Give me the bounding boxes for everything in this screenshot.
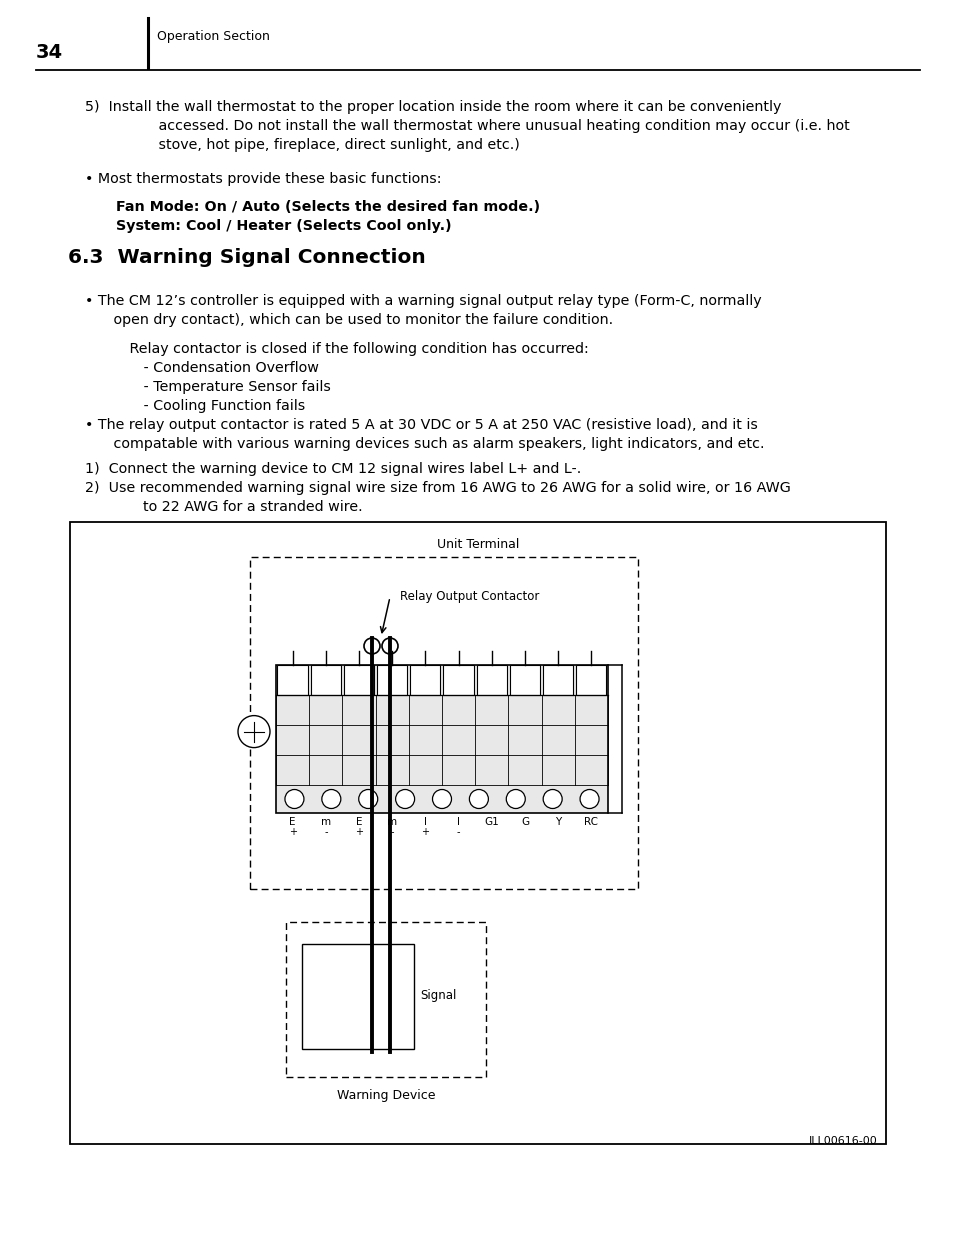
Text: • The relay output contactor is rated 5 A at 30 VDC or 5 A at 250 VAC (resistive: • The relay output contactor is rated 5 … — [85, 417, 757, 432]
Circle shape — [237, 715, 270, 747]
Text: +: + — [421, 827, 429, 837]
Text: +: + — [289, 827, 296, 837]
Text: 34: 34 — [36, 43, 63, 62]
Text: ILL00616-00: ILL00616-00 — [808, 1136, 877, 1146]
Circle shape — [381, 638, 397, 655]
Bar — [250, 557, 638, 889]
Bar — [286, 923, 485, 1077]
Text: I: I — [456, 818, 459, 827]
Text: E: E — [289, 818, 295, 827]
Bar — [376, 664, 407, 695]
Circle shape — [579, 789, 598, 809]
Text: G: G — [520, 818, 529, 827]
Circle shape — [542, 789, 561, 809]
Circle shape — [506, 789, 525, 809]
Text: Relay contactor is closed if the following condition has occurred:: Relay contactor is closed if the followi… — [116, 342, 588, 356]
Text: open dry contact), which can be used to monitor the failure condition.: open dry contact), which can be used to … — [100, 312, 613, 327]
Text: RC: RC — [584, 818, 598, 827]
Text: Y: Y — [555, 818, 560, 827]
Circle shape — [285, 789, 304, 809]
Circle shape — [432, 789, 451, 809]
Text: 6.3  Warning Signal Connection: 6.3 Warning Signal Connection — [68, 248, 425, 267]
Text: Unit Terminal: Unit Terminal — [436, 538, 518, 551]
Bar — [542, 664, 573, 695]
Text: System: Cool / Heater (Selects Cool only.): System: Cool / Heater (Selects Cool only… — [116, 219, 451, 233]
Circle shape — [364, 638, 379, 655]
Bar — [576, 664, 606, 695]
Text: -: - — [324, 827, 327, 837]
Text: - Temperature Sensor fails: - Temperature Sensor fails — [130, 380, 331, 394]
Text: • The CM 12’s controller is equipped with a warning signal output relay type (Fo: • The CM 12’s controller is equipped wit… — [85, 294, 760, 308]
Text: E: E — [355, 818, 362, 827]
Bar — [509, 664, 539, 695]
Text: G1: G1 — [484, 818, 498, 827]
Text: -: - — [456, 827, 460, 837]
Text: -: - — [390, 827, 394, 837]
Text: I: I — [423, 818, 426, 827]
Bar — [476, 664, 506, 695]
Bar — [343, 664, 374, 695]
Text: accessed. Do not install the wall thermostat where unusual heating condition may: accessed. Do not install the wall thermo… — [136, 119, 849, 133]
Bar — [443, 664, 474, 695]
Text: stove, hot pipe, fireplace, direct sunlight, and etc.): stove, hot pipe, fireplace, direct sunli… — [136, 138, 519, 152]
Text: Operation Section: Operation Section — [157, 30, 270, 43]
Text: compatable with various warning devices such as alarm speakers, light indicators: compatable with various warning devices … — [100, 437, 763, 451]
Text: 2)  Use recommended warning signal wire size from 16 AWG to 26 AWG for a solid w: 2) Use recommended warning signal wire s… — [85, 480, 790, 495]
Bar — [70, 522, 885, 1144]
Circle shape — [395, 789, 415, 809]
Text: +: + — [355, 827, 363, 837]
Text: Signal: Signal — [419, 989, 456, 1003]
Circle shape — [321, 789, 340, 809]
Text: to 22 AWG for a stranded wire.: to 22 AWG for a stranded wire. — [116, 500, 362, 514]
Bar — [277, 664, 308, 695]
Bar — [275, 664, 607, 813]
Text: m: m — [320, 818, 331, 827]
Text: Warning Device: Warning Device — [336, 1089, 435, 1102]
Text: 1)  Connect the warning device to CM 12 signal wires label L+ and L-.: 1) Connect the warning device to CM 12 s… — [85, 462, 580, 475]
Bar — [410, 664, 440, 695]
Text: Fan Mode: On / Auto (Selects the desired fan mode.): Fan Mode: On / Auto (Selects the desired… — [116, 200, 539, 214]
Bar — [302, 944, 414, 1049]
Text: Relay Output Contactor: Relay Output Contactor — [399, 590, 538, 603]
Circle shape — [469, 789, 488, 809]
Bar — [311, 664, 340, 695]
Text: - Condensation Overflow: - Condensation Overflow — [130, 361, 318, 375]
Text: 5)  Install the wall thermostat to the proper location inside the room where it : 5) Install the wall thermostat to the pr… — [85, 100, 781, 114]
Circle shape — [358, 789, 377, 809]
Text: m: m — [387, 818, 396, 827]
Text: • Most thermostats provide these basic functions:: • Most thermostats provide these basic f… — [85, 172, 441, 186]
Text: - Cooling Function fails: - Cooling Function fails — [130, 399, 305, 412]
